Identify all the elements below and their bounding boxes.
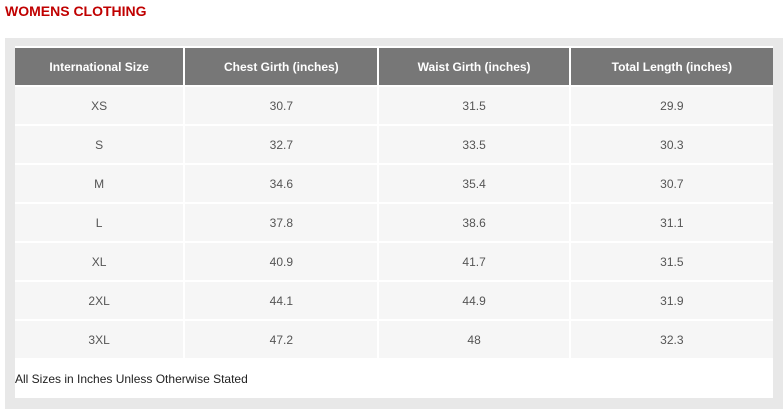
- page-title: WOMENS CLOTHING: [5, 3, 147, 19]
- table-cell: 33.5: [379, 126, 569, 163]
- table-cell: 2XL: [15, 282, 184, 319]
- table-row: 2XL 44.1 44.9 31.9: [15, 282, 773, 319]
- table-cell: 30.7: [185, 87, 378, 124]
- table-row: XS 30.7 31.5 29.9: [15, 87, 773, 124]
- table-row: L 37.8 38.6 31.1: [15, 204, 773, 241]
- table-cell: 48: [379, 321, 569, 358]
- table-cell: M: [15, 165, 184, 202]
- table-row: XL 40.9 41.7 31.5: [15, 243, 773, 280]
- table-note: All Sizes in Inches Unless Otherwise Sta…: [15, 360, 773, 398]
- table-row: 3XL 47.2 48 32.3: [15, 321, 773, 358]
- table-cell: 32.7: [185, 126, 378, 163]
- table-cell: 30.3: [570, 126, 773, 163]
- table-cell: 40.9: [185, 243, 378, 280]
- table-row: S 32.7 33.5 30.3: [15, 126, 773, 163]
- table-cell: L: [15, 204, 184, 241]
- table-cell: 30.7: [570, 165, 773, 202]
- table-cell: 35.4: [379, 165, 569, 202]
- table-cell: XL: [15, 243, 184, 280]
- table-row: M 34.6 35.4 30.7: [15, 165, 773, 202]
- size-table: International Size Chest Girth (inches) Wa…: [13, 46, 775, 360]
- table-cell: 31.5: [570, 243, 773, 280]
- table-cell: 34.6: [185, 165, 378, 202]
- column-header: Total Length (inches): [570, 48, 773, 85]
- column-header: Waist Girth (inches): [379, 48, 569, 85]
- column-header: International Size: [15, 48, 184, 85]
- size-chart-panel: International Size Chest Girth (inches) Wa…: [5, 38, 783, 409]
- table-cell: 29.9: [570, 87, 773, 124]
- table-cell: 38.6: [379, 204, 569, 241]
- size-chart: International Size Chest Girth (inches) Wa…: [15, 46, 773, 398]
- table-cell: 37.8: [185, 204, 378, 241]
- table-cell: 31.9: [570, 282, 773, 319]
- table-cell: 32.3: [570, 321, 773, 358]
- header-row: International Size Chest Girth (inches) Wa…: [15, 48, 773, 85]
- table-cell: 44.9: [379, 282, 569, 319]
- table-cell: 47.2: [185, 321, 378, 358]
- table-cell: 41.7: [379, 243, 569, 280]
- table-cell: S: [15, 126, 184, 163]
- column-header: Chest Girth (inches): [185, 48, 378, 85]
- table-cell: XS: [15, 87, 184, 124]
- table-cell: 31.1: [570, 204, 773, 241]
- table-cell: 3XL: [15, 321, 184, 358]
- table-cell: 44.1: [185, 282, 378, 319]
- table-cell: 31.5: [379, 87, 569, 124]
